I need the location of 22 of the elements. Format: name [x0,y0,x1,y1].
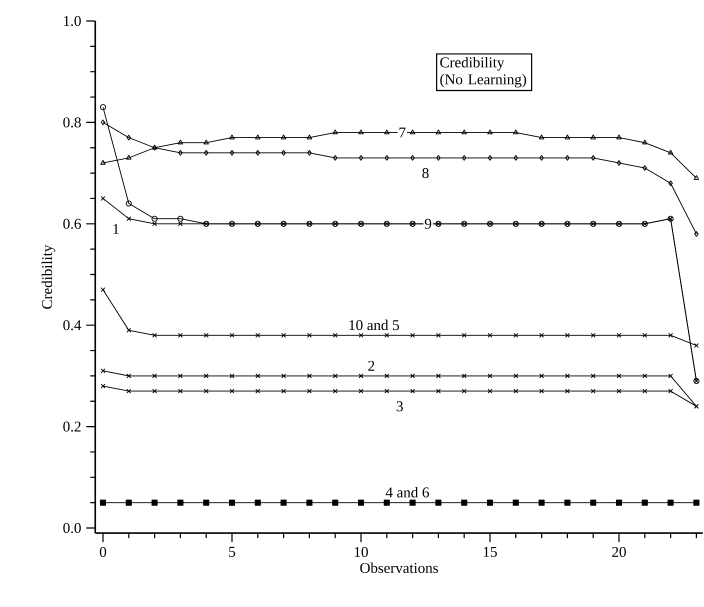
x-tick-label: 0 [100,546,106,557]
y-tick-label: 0.6 [63,218,81,229]
x-axis-title: Observations [360,562,438,574]
x-tick-label: 15 [484,546,497,557]
text: Credibility (No Learning) [440,56,526,88]
y-tick-label: 1.0 [64,16,81,26]
x-tick-label: 10 [354,546,368,557]
x-tick-label: 20 [612,546,626,557]
annotation: 7 [400,128,406,138]
y-axis-title: Credibility [42,244,56,309]
y-tick-label: 0.4 [63,320,82,330]
annotation: 2 [368,360,374,371]
annotation: 1 [113,224,119,234]
y-tick-label: 0.8 [63,117,81,128]
y-tick-label: 0.0 [63,522,81,534]
annotation: 8 [422,168,429,178]
annotation: 10 and 5 [349,320,400,330]
y-tick-label: 0.2 [63,422,81,432]
x-tick-label: 5 [229,546,236,557]
annotation: 3 [396,401,403,412]
annotation: 4 and 6 [386,486,429,498]
annotation: 9 [424,218,432,229]
